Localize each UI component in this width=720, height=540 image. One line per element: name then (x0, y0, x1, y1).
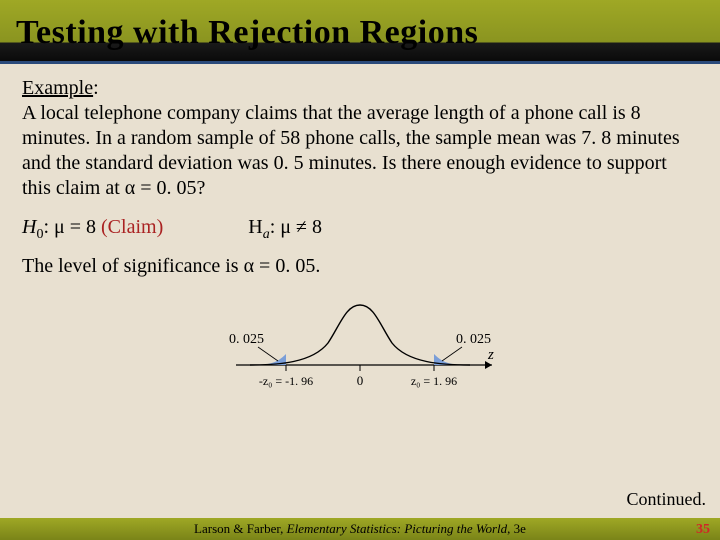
hypotheses-row: H0: μ = 8 (Claim) Ha: μ ≠ 8 (22, 215, 698, 244)
footer-bar: Larson & Farber, Elementary Statistics: … (0, 518, 720, 540)
example-label: Example (22, 77, 93, 99)
bell-curve-svg: 0. 025 0. 025 -z₀ = -1. 96 0 z₀ = 1. 96 z (200, 295, 520, 405)
example-text: A local telephone company claims that th… (22, 102, 680, 199)
significance-line: The level of significance is α = 0. 05. (22, 254, 698, 279)
svg-text:0: 0 (357, 373, 364, 388)
svg-text:0. 025: 0. 025 (229, 332, 264, 347)
claim-label: (Claim) (101, 216, 163, 238)
footer-text: Larson & Farber, Elementary Statistics: … (194, 521, 526, 537)
bell-curve-chart: 0. 025 0. 025 -z₀ = -1. 96 0 z₀ = 1. 96 z (22, 295, 698, 405)
page-number: 35 (696, 522, 710, 538)
content-area: Example: A local telephone company claim… (0, 64, 720, 405)
continued-label: Continued. (627, 489, 707, 510)
svg-text:0. 025: 0. 025 (456, 332, 491, 347)
alt-hypothesis: Ha: μ ≠ 8 (248, 215, 322, 244)
svg-text:z: z (487, 347, 494, 363)
svg-text:z₀ = 1. 96: z₀ = 1. 96 (411, 374, 457, 388)
slide-title: Testing with Rejection Regions (16, 14, 478, 52)
null-hypothesis: H0: μ = 8 (Claim) (22, 215, 163, 244)
svg-text:-z₀ = -1. 96: -z₀ = -1. 96 (259, 374, 313, 388)
title-bar: Testing with Rejection Regions (0, 0, 720, 64)
example-paragraph: Example: A local telephone company claim… (22, 76, 698, 201)
